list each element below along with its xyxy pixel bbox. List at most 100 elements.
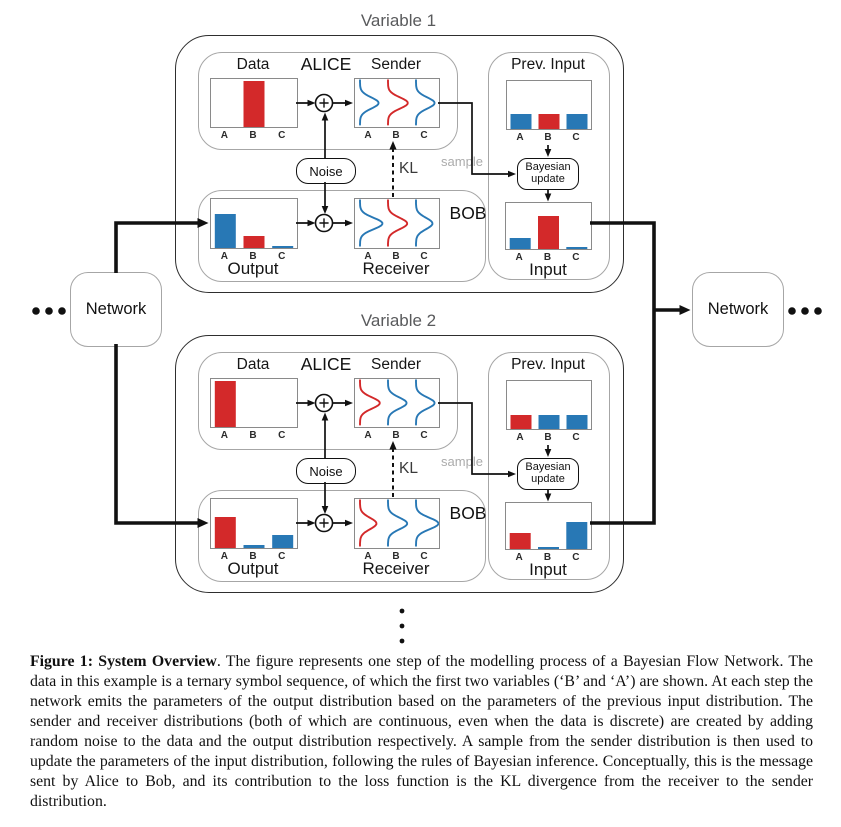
alice-label: ALICE	[300, 54, 352, 74]
bob-label: BOB	[449, 203, 487, 223]
bar-B	[243, 81, 265, 127]
variable-title: Variable 2	[360, 311, 437, 330]
input-chart-categories: A B C	[505, 552, 590, 563]
noise-label: Noise	[309, 463, 343, 479]
bar-A	[214, 381, 236, 427]
output-chart-categories: A B C	[210, 551, 296, 562]
kl-label: KL	[399, 160, 418, 177]
ellipsis-dot-left	[32, 307, 40, 315]
figure-caption-label: Figure 1: System Overview	[30, 653, 217, 670]
variable-title: Variable 1	[360, 11, 437, 30]
category-label: C	[572, 552, 580, 563]
input-chart-title: Input	[529, 560, 567, 579]
distribution-curve-C	[415, 199, 434, 247]
category-label: A	[220, 130, 228, 141]
ellipsis-dot-right	[788, 307, 796, 315]
bar-plot	[214, 517, 294, 548]
sender-chart-categories: A B C	[354, 130, 438, 141]
distribution-curve-C	[415, 379, 436, 426]
sender-chart-title: Sender	[371, 356, 421, 373]
category-label: B	[544, 132, 552, 143]
receiver-chart	[354, 198, 440, 249]
category-label: A	[515, 552, 523, 563]
prev-input-chart-categories: A B C	[506, 432, 590, 443]
variable-outer-box	[175, 35, 624, 293]
distribution-curves	[359, 199, 434, 247]
data-chart-title: Data	[236, 356, 270, 373]
distribution-curves	[359, 79, 436, 126]
receiver-chart-title: Receiver	[362, 559, 430, 578]
sender-chart-title: Sender	[371, 56, 421, 73]
bar-A	[510, 415, 532, 429]
category-label: B	[392, 551, 400, 562]
distribution-curve-B	[387, 379, 408, 426]
input-chart-categories: A B C	[505, 252, 590, 263]
receiver-chart-title: Receiver	[362, 259, 430, 278]
category-label: B	[249, 251, 257, 262]
bar-plot	[214, 214, 294, 248]
category-label: B	[249, 430, 257, 441]
data-chart-categories: A B C	[210, 430, 296, 441]
bar-B	[538, 547, 559, 549]
bar-C	[566, 247, 588, 249]
output-chart-title: Output	[227, 559, 279, 578]
bar-A	[510, 114, 532, 129]
category-label: B	[249, 551, 257, 562]
distribution-curves	[359, 499, 440, 547]
category-label: A	[364, 251, 372, 262]
network-box-left: Network	[70, 272, 162, 347]
bar-C	[566, 415, 588, 429]
ellipsis-dot-bottom	[399, 608, 405, 614]
receiver-chart-categories: A B C	[354, 551, 438, 562]
bar-A	[509, 238, 531, 249]
ellipsis-dot-bottom	[399, 623, 405, 629]
distribution-curves	[359, 379, 436, 426]
data-chart	[210, 378, 298, 428]
bar-A	[509, 533, 531, 549]
category-label: C	[572, 132, 580, 143]
network-right-label: Network	[707, 300, 769, 318]
distribution-curve-A	[359, 79, 380, 126]
ellipsis-dot-left	[58, 307, 66, 315]
category-label: B	[543, 252, 552, 263]
prev-input-chart-title: Prev. Input	[511, 56, 585, 73]
sender-chart-categories: A B C	[354, 430, 438, 441]
network-box-right: Network	[692, 272, 784, 347]
bar-B	[538, 415, 560, 429]
ellipsis-dot-right	[801, 307, 809, 315]
bar-B	[243, 236, 265, 248]
category-label: B	[392, 430, 400, 441]
category-label: A	[220, 430, 228, 441]
data-chart-title: Data	[236, 56, 270, 73]
receiver-chart	[354, 498, 440, 549]
ellipsis-dot-bottom	[399, 638, 405, 644]
sender-chart	[354, 378, 440, 428]
bar-B	[538, 114, 560, 129]
bar-C	[566, 114, 588, 129]
sender-chart	[354, 78, 440, 128]
bar-A	[214, 214, 236, 248]
distribution-curve-B	[387, 79, 409, 126]
kl-label: KL	[399, 460, 418, 477]
bar-B	[243, 545, 265, 548]
sample-label: sample	[441, 154, 483, 169]
receiver-chart-categories: A B C	[354, 251, 438, 262]
bayesian-update-label-line1: Bayesian	[525, 461, 571, 474]
bar-plot	[243, 81, 265, 127]
bar-plot	[214, 381, 236, 427]
category-label: C	[420, 130, 428, 141]
bar-plot	[510, 114, 588, 129]
category-label: C	[420, 251, 428, 262]
category-label: A	[220, 551, 228, 562]
category-label: B	[392, 251, 400, 262]
category-label: C	[278, 130, 286, 141]
bayesian-update-box: Bayesian update	[517, 158, 579, 190]
prev-input-chart-title: Prev. Input	[511, 356, 585, 373]
ellipsis-dot-left	[45, 307, 53, 315]
category-label: C	[420, 430, 428, 441]
category-label: C	[278, 551, 286, 562]
category-label: A	[364, 430, 372, 441]
bar-plot	[510, 415, 588, 429]
sample-label: sample	[441, 454, 483, 469]
